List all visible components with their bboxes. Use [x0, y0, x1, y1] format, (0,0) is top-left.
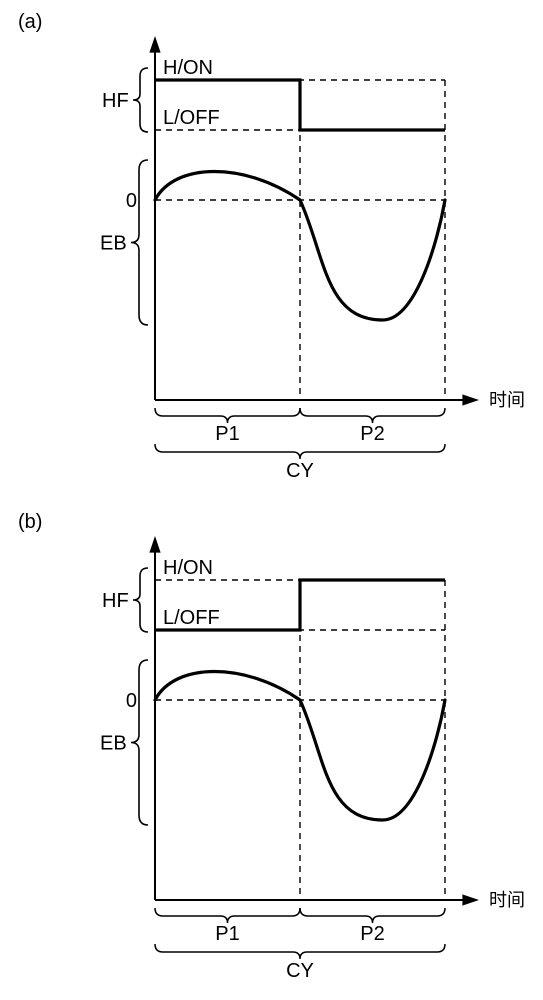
eb-zero-label: 0 [126, 690, 137, 712]
p2-brace [300, 408, 445, 423]
p1-label: P1 [215, 923, 239, 945]
panel-a: (a) 时间 H/ON L/OFF 0 HF EB P1 P2 CY [18, 11, 525, 482]
x-axis-label: 时间 [489, 890, 525, 910]
hf-group-label: HF [102, 590, 129, 612]
hf-low-label: L/OFF [163, 107, 220, 129]
eb-zero-label: 0 [126, 190, 137, 212]
panel-tag: (b) [18, 511, 42, 533]
hf-brace [133, 568, 148, 632]
cy-brace [155, 944, 445, 959]
p1-label: P1 [215, 423, 239, 445]
x-axis-label: 时间 [489, 390, 525, 410]
diagram-svg: (a) 时间 H/ON L/OFF 0 HF EB P1 P2 CY (b) 时间 H/ON L/OFF 0… [0, 0, 543, 1000]
y-axis-arrow [149, 36, 160, 53]
cy-label: CY [286, 460, 314, 482]
p2-label: P2 [360, 923, 384, 945]
eb-brace [131, 160, 148, 325]
p2-label: P2 [360, 423, 384, 445]
hf-brace [133, 68, 148, 132]
panel-b: (b) 时间 H/ON L/OFF 0 HF EB P1 P2 CY [18, 511, 525, 982]
y-axis-arrow [149, 536, 160, 553]
x-axis-arrow [462, 394, 479, 405]
eb-group-label: EB [100, 233, 127, 255]
hf-high-label: H/ON [163, 57, 213, 79]
eb-brace [131, 660, 148, 825]
cy-label: CY [286, 960, 314, 982]
hf-low-label: L/OFF [163, 607, 220, 629]
page-root: (a) 时间 H/ON L/OFF 0 HF EB P1 P2 CY (b) 时间 H/ON L/OFF 0… [0, 0, 543, 1000]
x-axis-arrow [462, 894, 479, 905]
eb-group-label: EB [100, 733, 127, 755]
cy-brace [155, 444, 445, 459]
p1-brace [155, 408, 300, 423]
hf-high-label: H/ON [163, 557, 213, 579]
panel-tag: (a) [18, 11, 42, 33]
p1-brace [155, 908, 300, 923]
hf-group-label: HF [102, 90, 129, 112]
p2-brace [300, 908, 445, 923]
